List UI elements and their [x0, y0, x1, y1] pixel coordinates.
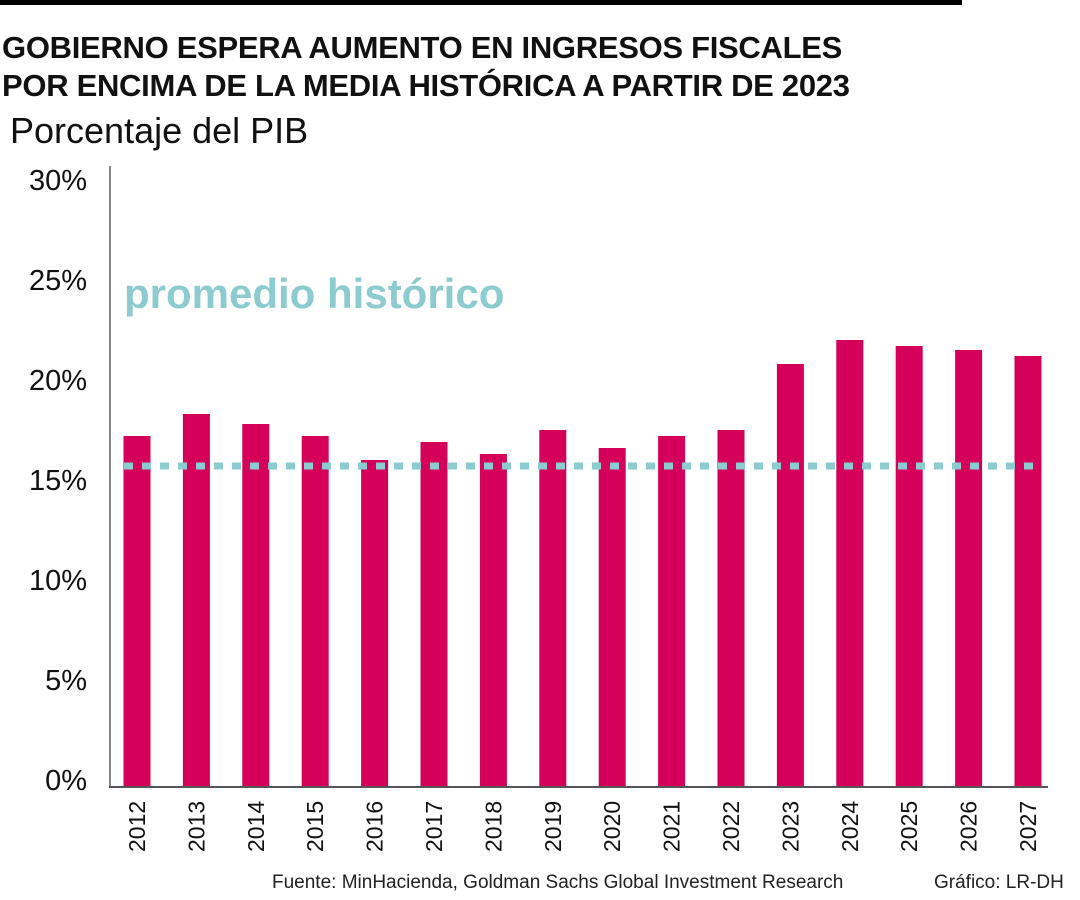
- x-tick-label: 2023: [777, 801, 803, 852]
- y-tick-label: 0%: [45, 765, 87, 797]
- historical-average-label: promedio histórico: [124, 270, 504, 317]
- chart-title-line-2: POR ENCIMA DE LA MEDIA HISTÓRICA A PARTI…: [2, 68, 850, 103]
- bar-2022: [717, 430, 745, 786]
- bar-2014: [242, 424, 270, 786]
- bar-2018: [479, 454, 507, 786]
- x-tick-label: 2022: [718, 801, 744, 852]
- x-tick-label: 2014: [243, 801, 269, 852]
- x-tick-label: 2021: [659, 801, 685, 852]
- x-tick-label: 2026: [956, 801, 982, 852]
- bar-2026: [955, 350, 983, 786]
- bar-2021: [658, 436, 686, 786]
- bar-2019: [539, 430, 567, 786]
- y-tick-label: 10%: [29, 565, 87, 597]
- y-tick-label: 15%: [29, 465, 87, 497]
- x-tick-label: 2017: [421, 801, 447, 852]
- y-tick-label: 25%: [29, 265, 87, 297]
- bar-2023: [776, 364, 804, 786]
- x-tick-label: 2018: [480, 801, 506, 852]
- top-rule: [0, 0, 962, 5]
- x-tick-label: 2019: [540, 801, 566, 852]
- x-tick-label: 2027: [1015, 801, 1041, 852]
- bar-2027: [1014, 356, 1042, 786]
- y-tick-label: 20%: [29, 365, 87, 397]
- x-tick-label: 2025: [896, 801, 922, 852]
- chart-title-line-1: GOBIERNO ESPERA AUMENTO EN INGRESOS FISC…: [2, 30, 842, 65]
- x-tick-label: 2012: [124, 801, 150, 852]
- bar-2013: [182, 414, 210, 786]
- graphic-credit: Gráfico: LR-DH: [934, 872, 1064, 893]
- bar-2012: [123, 436, 151, 786]
- bar-2025: [895, 346, 923, 786]
- x-tick-label: 2013: [183, 801, 209, 852]
- y-tick-label: 5%: [45, 665, 87, 697]
- bar-2024: [836, 340, 864, 786]
- bar-2016: [361, 460, 389, 786]
- bar-2020: [598, 448, 626, 786]
- x-tick-label: 2020: [599, 801, 625, 852]
- bar-2017: [420, 442, 448, 786]
- chart-subtitle: Porcentaje del PIB: [10, 110, 309, 151]
- x-tick-label: 2024: [837, 801, 863, 852]
- x-tick-label: 2015: [302, 801, 328, 852]
- bar-2015: [301, 436, 329, 786]
- y-tick-label: 30%: [29, 165, 87, 197]
- x-tick-label: 2016: [362, 801, 388, 852]
- source-note: Fuente: MinHacienda, Goldman Sachs Globa…: [272, 872, 844, 893]
